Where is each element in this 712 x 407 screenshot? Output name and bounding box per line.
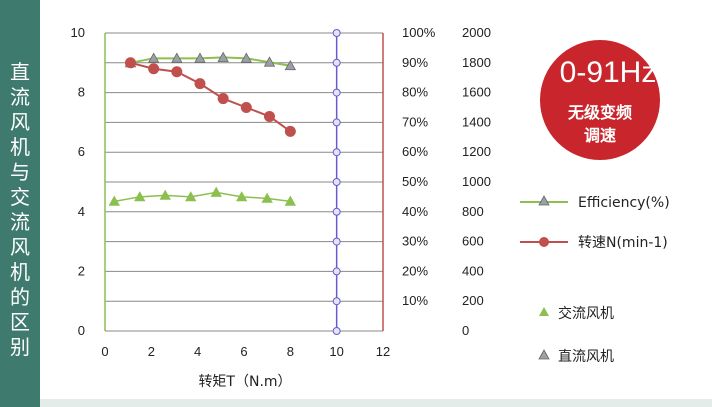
y-speed-tick-label: 1800 <box>462 55 491 70</box>
legend-efficiency-marker <box>538 195 550 206</box>
y-speed-tick-label: 2000 <box>462 25 491 40</box>
ac_efficiency-point <box>159 189 171 200</box>
y-percent-tick-label: 70% <box>402 114 428 129</box>
badge-frequency: 0-91Hz <box>560 56 657 89</box>
y-speed-tick-label: 800 <box>462 204 484 219</box>
x-tick-label: 2 <box>148 344 155 359</box>
y-speed-tick-label: 1200 <box>462 144 491 159</box>
grid <box>105 32 383 302</box>
frequency-badge: 0-91Hz 无级变频 调速 <box>540 40 660 160</box>
y-speed-tick-label: 600 <box>462 234 484 249</box>
dc_speed-point <box>240 102 252 113</box>
badge-circle <box>540 40 660 160</box>
vertical_10-point <box>332 178 341 186</box>
dc_speed-point <box>194 78 206 90</box>
legend-efficiency-label: Efficiency(%) <box>578 195 670 211</box>
dc_efficiency-point <box>240 52 252 63</box>
y-left-tick-label: 6 <box>78 144 85 159</box>
ac_efficiency-point <box>236 191 248 202</box>
dc_speed-point <box>148 63 160 75</box>
ac_efficiency-point <box>185 191 197 202</box>
y-percent-tick-label: 40% <box>402 204 428 219</box>
vertical_10-point <box>332 327 341 335</box>
y-left-tick-label: 4 <box>78 204 85 219</box>
dc_speed-point <box>124 57 136 69</box>
y-left-tick-label: 8 <box>78 85 85 100</box>
dc_efficiency-line <box>130 56 291 67</box>
x-tick-label: 6 <box>240 344 247 359</box>
dc_speed-point <box>217 93 229 105</box>
x-tick-label: 4 <box>194 344 201 359</box>
vertical_10-point <box>332 29 341 37</box>
y-left-tick-label: 0 <box>78 323 85 338</box>
ac_efficiency-point <box>108 195 120 206</box>
legend-speed-marker <box>539 237 549 247</box>
series-layer <box>108 29 341 335</box>
x-axis-label: 转矩T（N.m） <box>198 374 291 390</box>
vertical_10-point <box>332 267 341 276</box>
y-speed-tick-label: 1000 <box>462 174 491 189</box>
y-percent-tick-label: 20% <box>402 263 428 278</box>
ticks: 0 2 4 6 8 10 0 2 4 6 8 10 12 10% 20% 30% 40% 50% 60% 70% 80%… <box>71 25 491 359</box>
vertical_10-point <box>332 237 341 246</box>
dc_speed-point <box>171 66 183 78</box>
vertical_10-point <box>332 118 341 127</box>
y-left-tick-label: 10 <box>71 25 85 40</box>
x-tick-label: 0 <box>101 344 108 359</box>
y-percent-tick-label: 30% <box>402 234 428 249</box>
ac_efficiency-point <box>134 191 146 202</box>
sidebar-title: 直流风机与交流风机的区别 <box>10 60 30 359</box>
x-tick-label: 8 <box>287 344 294 359</box>
legend-ac-marker <box>539 307 549 316</box>
y-speed-tick-label: 400 <box>462 263 484 278</box>
dc_efficiency-point <box>147 52 160 63</box>
y-speed-tick-label: 1600 <box>462 85 491 100</box>
y-speed-tick-label: 0 <box>462 323 469 338</box>
y-percent-tick-label: 50% <box>402 174 428 189</box>
y-percent-tick-label: 80% <box>402 85 428 100</box>
dc_efficiency-point <box>284 59 297 71</box>
vertical_10-point <box>332 148 341 157</box>
vertical_10-point <box>332 88 341 97</box>
y-percent-tick-label: 60% <box>402 144 428 159</box>
vertical_10-point <box>332 297 341 306</box>
sidebar: 直流风机与交流风机的区别 <box>0 0 40 407</box>
dc_speed-point <box>284 125 296 137</box>
dc_efficiency-point <box>194 52 206 63</box>
dc_efficiency-point <box>263 56 276 67</box>
legend-dc-marker <box>538 349 550 360</box>
dc_efficiency-point <box>171 52 183 63</box>
dc_efficiency-point <box>217 51 229 62</box>
legend-ac-label: 交流风机 <box>558 305 614 322</box>
vertical_10-point <box>332 58 341 67</box>
y-speed-tick-label: 1400 <box>462 114 491 129</box>
y-speed-tick-label: 200 <box>462 293 484 308</box>
x-tick-label: 10 <box>329 344 343 359</box>
y-percent-tick-label: 90% <box>402 55 428 70</box>
badge-line2: 调速 <box>584 126 616 145</box>
ac_efficiency-point <box>284 195 297 206</box>
legend: Efficiency(%) 转速N(min-1) 交流风机 直流风机 <box>520 195 670 365</box>
y-percent-tick-label: 10% <box>402 293 428 308</box>
ac_efficiency-point <box>261 192 273 203</box>
ac_efficiency-line <box>114 191 291 203</box>
badge-line1: 无级变频 <box>567 103 632 122</box>
legend-speed-label: 转速N(min-1) <box>578 235 668 251</box>
dc_speed-point <box>263 110 275 122</box>
y-percent-tick-label: 100% <box>402 25 436 40</box>
vertical_10-point <box>332 207 341 216</box>
ac_efficiency-point <box>210 186 222 197</box>
legend-dc-label: 直流风机 <box>558 348 614 365</box>
x-tick-label: 12 <box>376 344 390 359</box>
bottom-bar <box>40 399 712 407</box>
y-left-tick-label: 2 <box>78 263 85 278</box>
